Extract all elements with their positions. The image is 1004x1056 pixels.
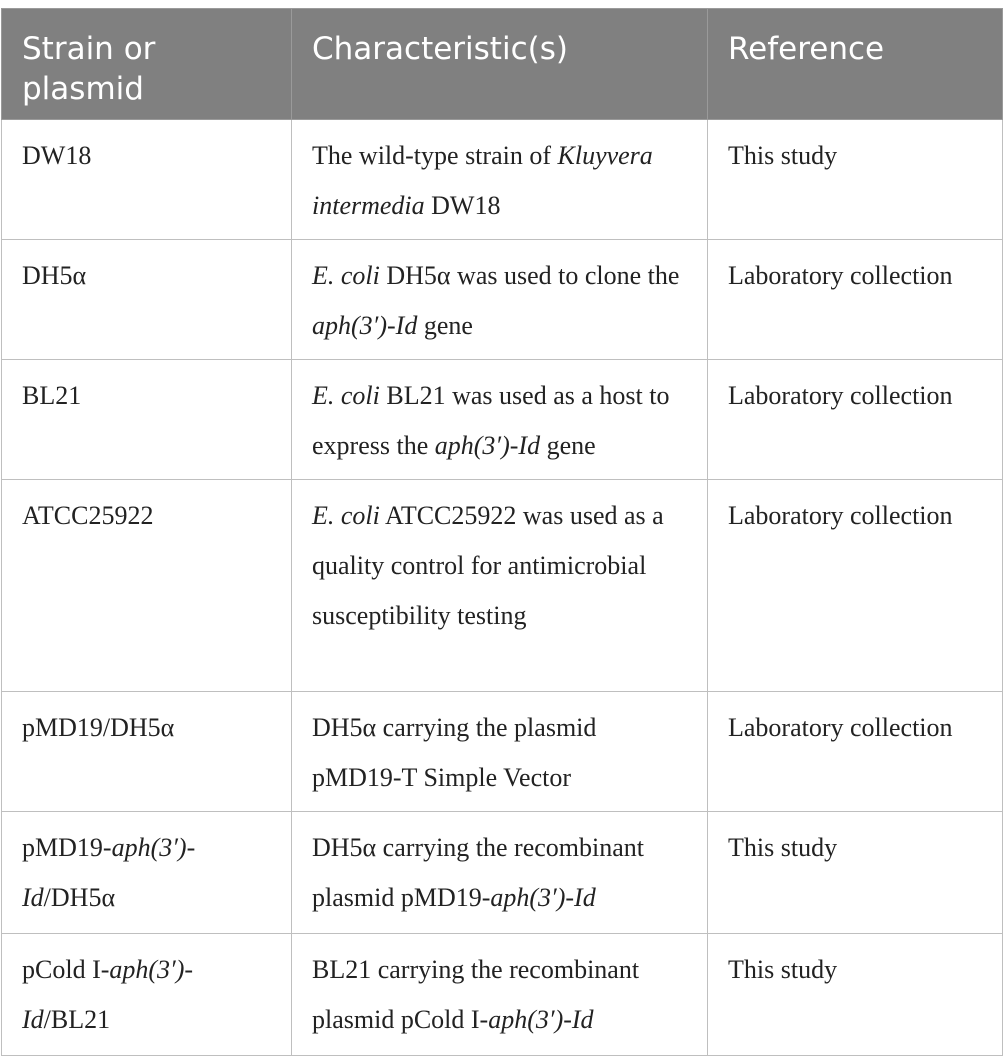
reference-cell: Laboratory collection [707,479,1003,692]
text-segment: DH5α [22,261,87,290]
table-row: ATCC25922 E. coli ATCC25922 was used as a… [1,479,1003,692]
text-segment: BL21 was used as a host to express the [312,381,670,460]
strain-cell: DH5α [1,239,292,360]
text-segment: /DH5α [43,883,116,912]
header-reference: Reference [707,8,1003,120]
characteristic-cell: The wild-type strain of Kluyvera interme… [291,119,708,240]
text-segment: ATCC25922 was used as a quality control … [312,501,664,630]
text-segment: DH5α carrying the recombinant plasmid pM… [312,833,645,912]
table-row: DW18 The wild-type strain of Kluyvera int… [1,119,1003,240]
text-segment: ATCC25922 [22,501,154,530]
table-header: Strain or plasmid Characteristic(s) Refe… [1,8,1003,120]
characteristic-cell: DH5α carrying the recombinant plasmid pM… [291,811,708,934]
strains-plasmids-table: Strain or plasmid Characteristic(s) Refe… [1,8,1003,1056]
italic-text: aph(3′)-Id [434,431,541,460]
reference-cell: Laboratory collection [707,239,1003,360]
strain-cell: pMD19-aph(3′)-Id/DH5α [1,811,292,934]
text-segment: DH5α carrying the plasmid pMD19-T Simple… [312,713,597,792]
text-segment: The wild-type strain of [312,141,558,170]
header-row: Strain or plasmid Characteristic(s) Refe… [1,8,1003,120]
reference-cell: Laboratory collection [707,691,1003,812]
text-segment: DH5α was used to clone the [379,261,680,290]
text-segment: BL21 [22,381,82,410]
text-segment: gene [540,431,596,460]
italic-text: aph(3′)-Id [488,1005,594,1034]
italic-text: aph(3′)-Id [22,955,194,1034]
reference-cell: This study [707,933,1003,1056]
reference-cell: Laboratory collection [707,359,1003,480]
table-body: DW18 The wild-type strain of Kluyvera int… [1,119,1003,1056]
italic-text: aph(3′)-Id [312,311,418,340]
table-row: BL21 E. coli BL21 was used as a host to e… [1,359,1003,480]
characteristic-cell: E. coli BL21 was used as a host to expre… [291,359,708,480]
strain-cell: pCold I-aph(3′)-Id/BL21 [1,933,292,1056]
text-segment: BL21 carrying the recombinant plasmid pC… [312,955,640,1034]
italic-text: E. coli [312,501,380,530]
characteristic-cell: E. coli DH5α was used to clone the aph(3… [291,239,708,360]
italic-text: Kluyvera intermedia [312,141,653,220]
strain-cell: DW18 [1,119,292,240]
table-row: pMD19-aph(3′)-Id/DH5α DH5α carrying the r… [1,811,1003,934]
table-row: DH5α E. coli DH5α was used to clone the a… [1,239,1003,360]
table-row: pMD19/DH5α DH5α carrying the plasmid pMD1… [1,691,1003,812]
characteristic-cell: BL21 carrying the recombinant plasmid pC… [291,933,708,1056]
text-segment: pMD19- [22,833,112,862]
italic-text: aph(3′)-Id [490,883,596,912]
reference-cell: This study [707,811,1003,934]
strain-cell: ATCC25922 [1,479,292,692]
strain-cell: BL21 [1,359,292,480]
text-segment: pCold I- [22,955,110,984]
text-segment: pMD19/DH5α [22,713,175,742]
text-segment: /BL21 [43,1005,111,1034]
table-row: pCold I-aph(3′)-Id/BL21 BL21 carrying the… [1,933,1003,1056]
strain-cell: pMD19/DH5α [1,691,292,812]
reference-cell: This study [707,119,1003,240]
italic-text: E. coli [312,381,380,410]
text-segment: DW18 [424,191,501,220]
text-segment: DW18 [22,141,92,170]
characteristic-cell: DH5α carrying the plasmid pMD19-T Simple… [291,691,708,812]
header-strain: Strain or plasmid [1,8,292,120]
italic-text: E. coli [312,261,380,290]
characteristic-cell: E. coli ATCC25922 was used as a quality … [291,479,708,692]
header-characteristics: Characteristic(s) [291,8,708,120]
text-segment: gene [417,311,473,340]
italic-text: aph(3′)-Id [22,833,196,912]
